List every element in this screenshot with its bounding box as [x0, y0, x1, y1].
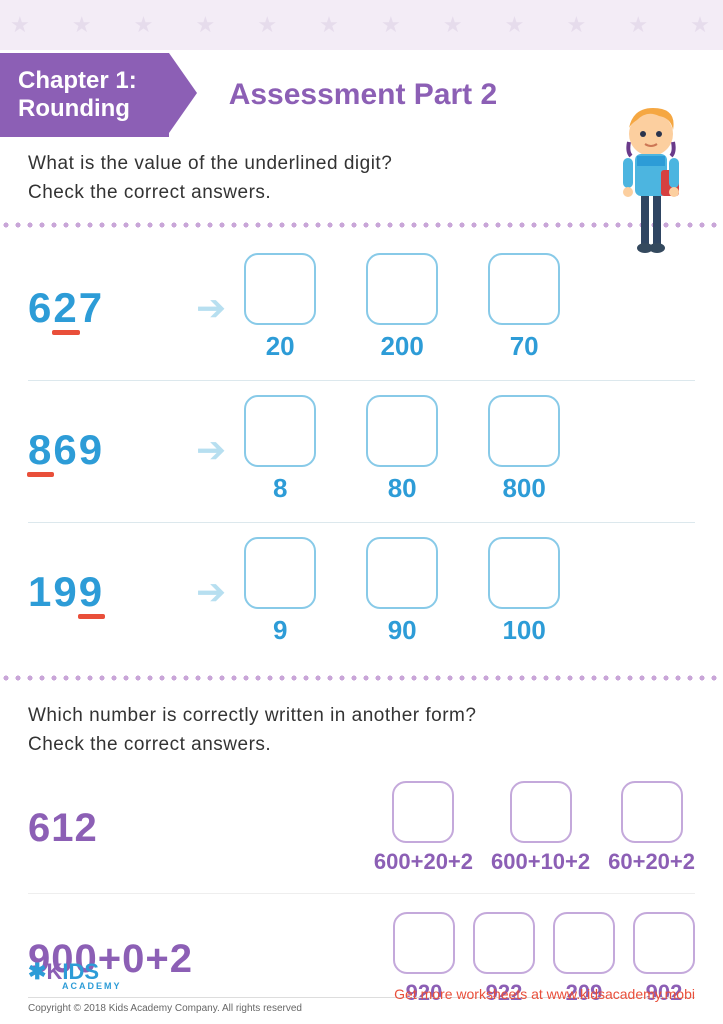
checkbox[interactable] — [488, 395, 560, 467]
answer-option[interactable]: 90 — [366, 537, 438, 646]
big-number: 627 — [28, 284, 178, 332]
arrow-icon: ➔ — [196, 429, 226, 471]
answer-option[interactable]: 600+10+2 — [491, 781, 590, 875]
chapter-line2: Rounding — [18, 95, 137, 123]
checkbox[interactable] — [488, 537, 560, 609]
assessment-title: Assessment Part 2 — [229, 78, 497, 112]
answer-option[interactable]: 70 — [488, 253, 560, 362]
option-label: 100 — [502, 615, 545, 646]
option-label: 20 — [266, 331, 295, 362]
options: 9 90 100 — [244, 537, 695, 646]
checkbox[interactable] — [366, 395, 438, 467]
answer-option[interactable]: 600+20+2 — [374, 781, 473, 875]
checkbox[interactable] — [488, 253, 560, 325]
arrow-icon: ➔ — [196, 571, 226, 613]
checkbox[interactable] — [392, 781, 454, 843]
option-label: 70 — [510, 331, 539, 362]
answer-option[interactable]: 9 — [244, 537, 316, 646]
options: 8 80 800 — [244, 395, 695, 504]
arrow-icon: ➔ — [196, 287, 226, 329]
checkbox[interactable] — [244, 395, 316, 467]
checkbox[interactable] — [244, 537, 316, 609]
answer-option[interactable]: 20 — [244, 253, 316, 362]
option-label: 8 — [273, 473, 287, 504]
option-label: 800 — [502, 473, 545, 504]
answer-option[interactable]: 100 — [488, 537, 560, 646]
question-row: 627 ➔ 20 200 70 — [28, 239, 695, 381]
checkbox[interactable] — [366, 253, 438, 325]
chapter-ribbon: Chapter 1: Rounding — [0, 53, 169, 136]
answer-option[interactable]: 8 — [244, 395, 316, 504]
option-label: 60+20+2 — [608, 849, 695, 875]
instruction-line1: What is the value of the underlined digi… — [28, 150, 695, 179]
options: 600+20+2 600+10+2 60+20+2 — [98, 781, 695, 875]
prompt-number: 612 — [28, 806, 98, 851]
option-label: 200 — [380, 331, 423, 362]
underlined-digit: 9 — [79, 568, 104, 615]
chapter-line1: Chapter 1: — [18, 67, 137, 95]
checkbox[interactable] — [510, 781, 572, 843]
option-label: 90 — [388, 615, 417, 646]
question-row: 869 ➔ 8 80 800 — [28, 381, 695, 523]
section2-instructions: Which number is correctly written in ano… — [0, 692, 723, 763]
checkbox[interactable] — [366, 537, 438, 609]
checkbox[interactable] — [244, 253, 316, 325]
big-number: 199 — [28, 568, 178, 616]
underlined-digit: 8 — [28, 426, 53, 473]
big-number: 869 — [28, 426, 178, 474]
option-label: 600+20+2 — [374, 849, 473, 875]
option-label: 600+10+2 — [491, 849, 590, 875]
instruction-line2: Check the correct answers. — [28, 179, 695, 208]
header: Chapter 1: Rounding Assessment Part 2 — [0, 50, 723, 140]
answer-option[interactable]: 200 — [366, 253, 438, 362]
instruction-line2: Check the correct answers. — [28, 731, 695, 760]
question-row: 199 ➔ 9 90 100 — [28, 523, 695, 664]
underlined-digit: 2 — [53, 284, 78, 331]
option-label: 80 — [388, 473, 417, 504]
option-label: 9 — [273, 615, 287, 646]
star-decoration — [0, 0, 723, 50]
answer-option[interactable]: 60+20+2 — [608, 781, 695, 875]
question-row: 612 600+20+2 600+10+2 60+20+2 — [28, 763, 695, 894]
boy-illustration — [601, 100, 701, 270]
promo-link: Get more worksheets at www.kidsacademy.m… — [394, 986, 695, 1002]
instruction-line1: Which number is correctly written in ano… — [28, 702, 695, 731]
checkbox[interactable] — [621, 781, 683, 843]
section1: 627 ➔ 20 200 70 869 ➔ 8 80 800 199 ➔ 9 90 100 — [0, 239, 723, 664]
worksheet-page: Chapter 1: Rounding Assessment Part 2 — [0, 0, 723, 1024]
footer: ✱KIDS ACADEMY Copyright © 2018 Kids Acad… — [0, 959, 723, 1014]
answer-option[interactable]: 80 — [366, 395, 438, 504]
divider-dots — [0, 674, 723, 682]
answer-option[interactable]: 800 — [488, 395, 560, 504]
